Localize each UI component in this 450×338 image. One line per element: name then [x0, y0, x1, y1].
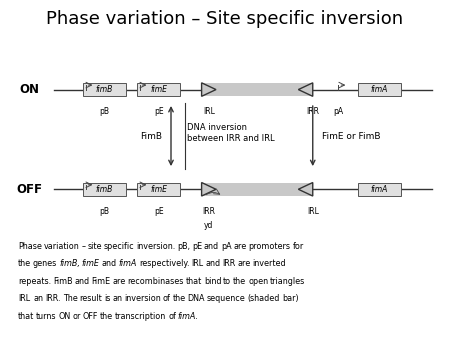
Text: inversion.: inversion.	[136, 242, 176, 251]
Text: fimE: fimE	[150, 85, 167, 94]
Text: IRL: IRL	[18, 294, 30, 304]
Text: pE: pE	[192, 242, 202, 251]
Text: –: –	[81, 242, 86, 251]
Text: inverted: inverted	[252, 259, 286, 268]
Text: or: or	[72, 312, 81, 321]
Bar	[358, 183, 400, 196]
Bar	[83, 83, 126, 96]
Text: genes: genes	[33, 259, 57, 268]
Text: The: The	[63, 294, 78, 304]
Text: pA: pA	[333, 107, 343, 116]
Text: inversion: inversion	[124, 294, 161, 304]
Text: an: an	[34, 294, 44, 304]
Text: for: for	[292, 242, 304, 251]
Text: variation: variation	[44, 242, 80, 251]
Text: Phase variation – Site specific inversion: Phase variation – Site specific inversio…	[46, 10, 404, 28]
Text: Phase: Phase	[18, 242, 42, 251]
Text: fimB,: fimB,	[59, 259, 80, 268]
Text: IRL: IRL	[307, 207, 319, 216]
Text: recombinases: recombinases	[127, 277, 184, 286]
Text: triangles: triangles	[270, 277, 306, 286]
Text: FimB: FimB	[53, 277, 72, 286]
Text: pB,: pB,	[177, 242, 190, 251]
Text: of: of	[168, 312, 176, 321]
Text: site: site	[87, 242, 102, 251]
Text: IRR.: IRR.	[46, 294, 61, 304]
Text: fimA: fimA	[370, 185, 388, 194]
Text: specific: specific	[104, 242, 134, 251]
Text: sequence: sequence	[207, 294, 246, 304]
Text: pE: pE	[154, 207, 163, 216]
Text: an: an	[112, 294, 122, 304]
Text: IRL: IRL	[203, 107, 215, 116]
Text: (shaded: (shaded	[248, 294, 280, 304]
Text: DNA: DNA	[188, 294, 205, 304]
Text: ON: ON	[19, 83, 39, 96]
Text: the: the	[18, 259, 31, 268]
Text: and: and	[205, 259, 220, 268]
Text: fimB: fimB	[96, 185, 113, 194]
Text: and: and	[204, 242, 219, 251]
Text: fimA: fimA	[370, 85, 388, 94]
Text: that: that	[186, 277, 202, 286]
Text: the: the	[173, 294, 186, 304]
Bar	[358, 83, 400, 96]
Text: open: open	[248, 277, 268, 286]
Text: fimB: fimB	[96, 85, 113, 94]
Text: pB: pB	[99, 107, 110, 116]
Text: are: are	[237, 259, 251, 268]
Bar	[83, 183, 126, 196]
Text: repeats.: repeats.	[18, 277, 51, 286]
Text: to: to	[223, 277, 231, 286]
Text: IRR: IRR	[222, 259, 235, 268]
Text: are: are	[112, 277, 126, 286]
Text: fimE: fimE	[82, 259, 100, 268]
Text: DNA inversion
between IRR and IRL: DNA inversion between IRR and IRL	[187, 123, 274, 143]
Text: are: are	[234, 242, 247, 251]
Text: transcription: transcription	[115, 312, 166, 321]
Text: is: is	[104, 294, 111, 304]
Bar	[202, 83, 313, 96]
Text: the: the	[233, 277, 246, 286]
Text: fimA: fimA	[118, 259, 137, 268]
Text: of: of	[163, 294, 171, 304]
Text: yd: yd	[204, 221, 213, 230]
Bar	[202, 183, 313, 196]
Text: promoters: promoters	[248, 242, 291, 251]
Text: result: result	[80, 294, 103, 304]
Text: bar): bar)	[282, 294, 298, 304]
Text: pA: pA	[221, 242, 232, 251]
Text: IRR: IRR	[306, 107, 319, 116]
Text: pB: pB	[99, 207, 110, 216]
Text: and: and	[74, 277, 90, 286]
Bar	[137, 83, 180, 96]
Text: the: the	[100, 312, 113, 321]
Text: fimE: fimE	[150, 185, 167, 194]
Text: pE: pE	[154, 107, 163, 116]
Text: IRL: IRL	[191, 259, 203, 268]
Text: ON: ON	[58, 312, 71, 321]
Text: fimA.: fimA.	[178, 312, 199, 321]
Text: FimE: FimE	[91, 277, 111, 286]
Bar	[137, 183, 180, 196]
Text: IRR: IRR	[202, 207, 215, 216]
Text: that: that	[18, 312, 34, 321]
Text: bind: bind	[204, 277, 221, 286]
Text: FimE or FimB: FimE or FimB	[322, 131, 380, 141]
Text: and: and	[102, 259, 117, 268]
Text: FimB: FimB	[140, 131, 162, 141]
Text: turns: turns	[36, 312, 57, 321]
Text: OFF: OFF	[16, 183, 42, 196]
Text: OFF: OFF	[83, 312, 98, 321]
Text: respectively.: respectively.	[139, 259, 189, 268]
